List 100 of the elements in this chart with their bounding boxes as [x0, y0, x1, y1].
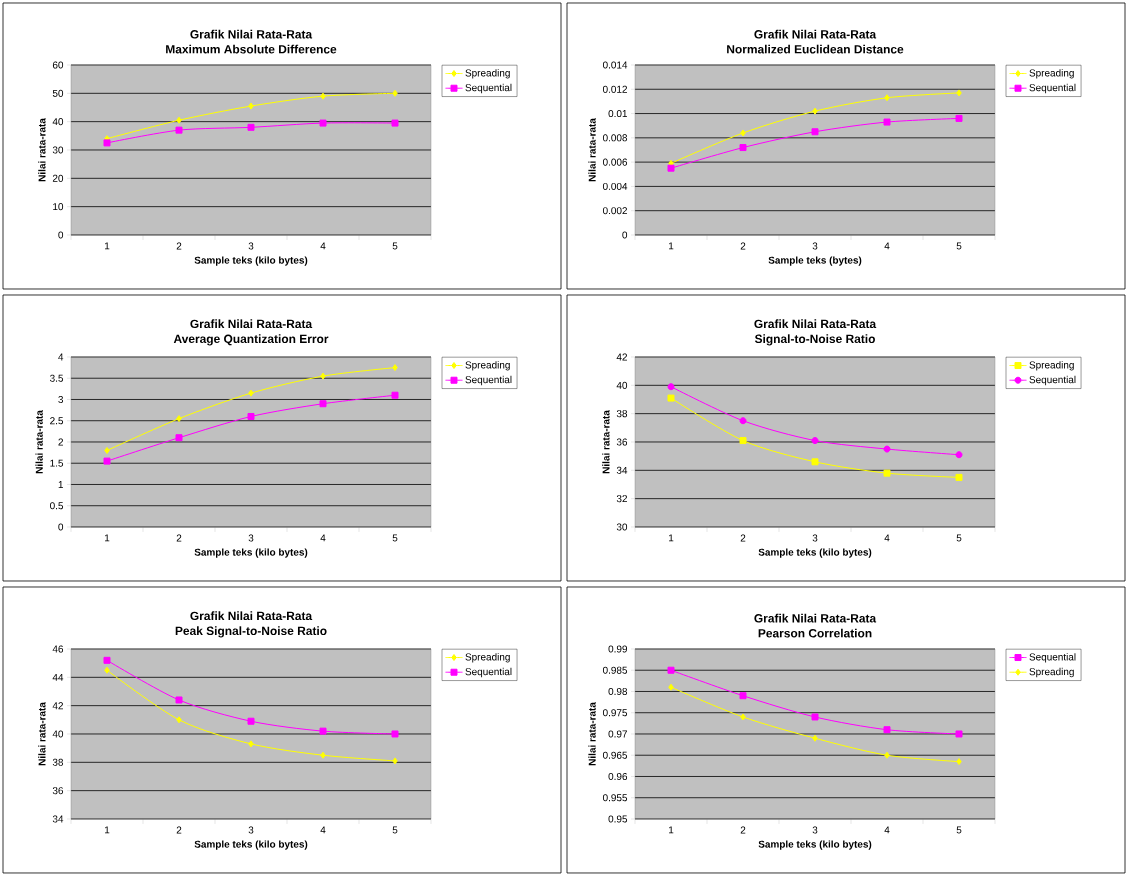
point [392, 757, 398, 765]
point [391, 730, 399, 738]
point [956, 89, 962, 97]
point [391, 391, 399, 399]
point [320, 372, 326, 380]
x-tick-label: 1 [669, 826, 674, 834]
chart-title: Grafik Nilai Rata-Rata [190, 319, 313, 329]
chart-title: Grafik Nilai Rata-Rata [190, 611, 313, 621]
point [668, 159, 674, 167]
y-tick-label: 40 [52, 730, 64, 738]
legend-label: Sequential [465, 667, 512, 678]
point [319, 727, 327, 735]
point [668, 683, 674, 691]
y-tick-label: 0.008 [602, 134, 628, 142]
point [176, 716, 182, 724]
legend-label: Spreading [465, 361, 510, 371]
point [739, 692, 747, 700]
x-tick-label: 1 [105, 534, 110, 542]
point [883, 118, 891, 126]
y-tick-label: 34 [52, 815, 64, 823]
point [175, 434, 183, 442]
point [175, 696, 183, 704]
point [955, 114, 963, 122]
chart-title: Grafik Nilai Rata-Rata [754, 29, 877, 39]
point [811, 458, 819, 466]
legend-label: Sequential [465, 375, 512, 386]
point [667, 164, 675, 172]
y-axis-title: Nilai rata-rata [38, 118, 46, 182]
point [955, 730, 963, 738]
point [884, 94, 890, 102]
y-tick-label: 10 [53, 203, 64, 211]
point [104, 446, 110, 454]
point [319, 400, 327, 408]
x-tick-label: 3 [812, 826, 818, 834]
x-tick-label: 5 [392, 534, 398, 542]
chart-subtitle: Average Quantization Error [173, 334, 329, 346]
y-axis-title: Nilai rata-rata [38, 702, 46, 766]
point [176, 415, 182, 423]
point [247, 717, 255, 725]
x-tick-label: 1 [669, 242, 674, 250]
x-axis-title: Sample teks (kilo bytes) [758, 840, 872, 850]
y-tick-label: 0 [58, 523, 64, 531]
point [247, 412, 255, 420]
y-tick-label: 44 [52, 673, 64, 681]
point [248, 389, 254, 397]
x-tick-label: 3 [812, 534, 818, 542]
x-tick-label: 5 [392, 242, 398, 250]
y-tick-label: 36 [616, 438, 628, 446]
point [739, 417, 747, 425]
point [103, 139, 111, 147]
x-tick-label: 1 [669, 534, 674, 542]
x-tick-label: 2 [176, 534, 182, 542]
point [667, 666, 675, 674]
y-tick-label: 4 [58, 353, 64, 361]
y-tick-label: 42 [616, 353, 627, 361]
point [883, 469, 891, 477]
y-tick-label: 0 [622, 231, 628, 239]
point [955, 451, 963, 459]
x-axis-title: Sample teks (kilo bytes) [194, 256, 308, 266]
legend-label: Spreading [465, 653, 510, 663]
x-axis-title: Sample teks (kilo bytes) [194, 840, 308, 850]
y-tick-label: 2 [58, 438, 63, 446]
x-tick-label: 4 [320, 826, 326, 834]
point [739, 437, 747, 445]
y-tick-label: 1.5 [50, 459, 64, 467]
x-tick-label: 2 [740, 242, 746, 250]
y-tick-label: 0.012 [602, 85, 627, 93]
legend-label: Sequential [1029, 375, 1076, 386]
y-tick-label: 38 [52, 758, 64, 766]
legend-label: Spreading [465, 69, 510, 79]
x-axis-title: Sample teks (bytes) [768, 256, 862, 266]
y-tick-label: 0.975 [602, 709, 628, 717]
x-tick-label: 3 [248, 534, 254, 542]
point [176, 116, 182, 124]
y-tick-label: 0.002 [602, 207, 627, 215]
y-tick-label: 34 [616, 466, 628, 474]
point [391, 119, 399, 127]
point [812, 734, 818, 742]
y-tick-label: 0.01 [608, 110, 628, 118]
y-axis-title: Nilai rata-rata [588, 702, 596, 766]
y-tick-label: 0.97 [608, 730, 627, 738]
chart-subtitle: Peak Signal-to-Noise Ratio [175, 626, 327, 638]
point [883, 445, 891, 453]
y-tick-label: 0.955 [602, 794, 628, 802]
y-tick-label: 0.96 [608, 772, 628, 781]
point [392, 364, 398, 372]
x-tick-label: 5 [956, 534, 962, 542]
x-tick-label: 4 [884, 826, 890, 834]
point [667, 394, 675, 402]
x-tick-label: 5 [956, 826, 962, 834]
chart-title: Grafik Nilai Rata-Rata [190, 29, 313, 39]
point [740, 713, 746, 721]
y-tick-label: 38 [616, 410, 628, 418]
point [248, 102, 254, 110]
x-tick-label: 3 [812, 242, 818, 250]
x-tick-label: 5 [956, 242, 962, 250]
point [104, 666, 110, 674]
point [175, 126, 183, 134]
y-tick-label: 0.5 [50, 502, 64, 510]
y-axis-title: Nilai rata-rata [588, 118, 596, 182]
